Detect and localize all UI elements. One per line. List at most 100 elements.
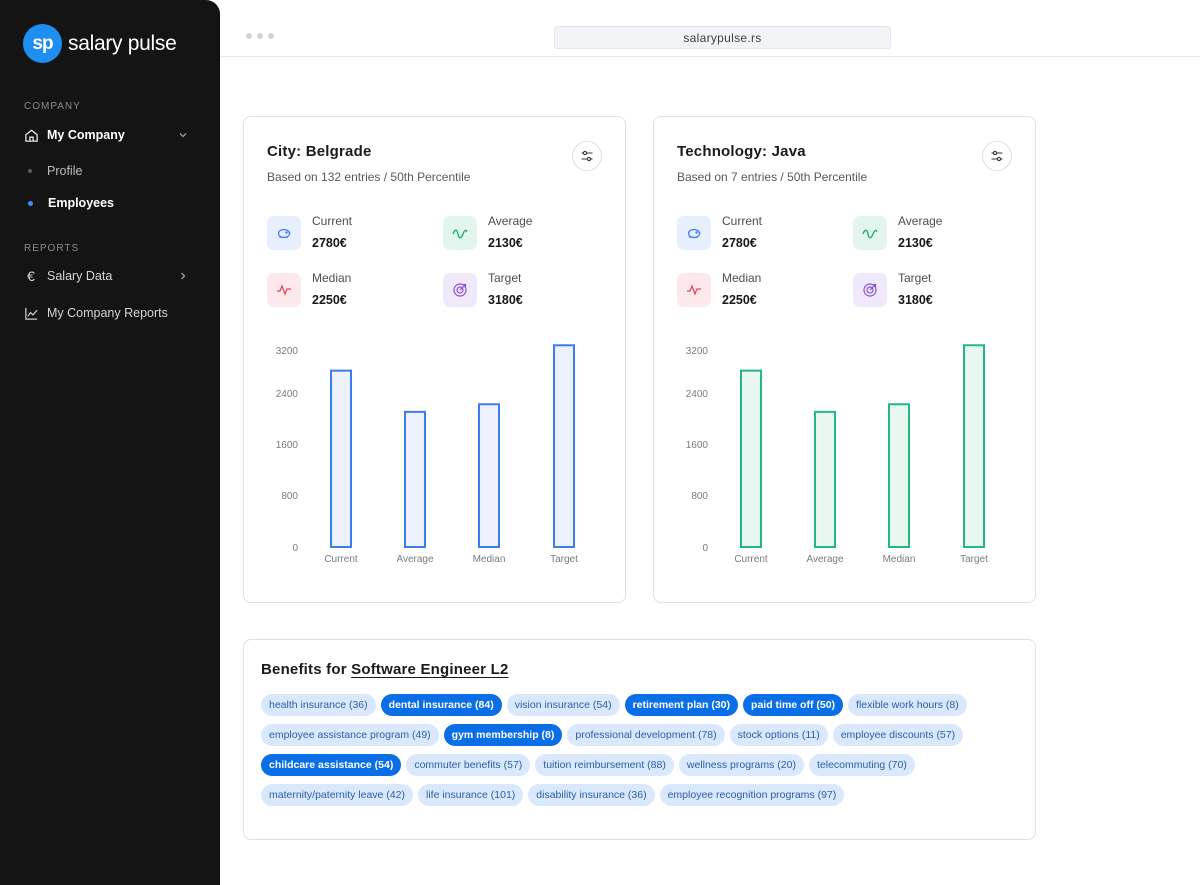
benefit-tag[interactable]: disability insurance (36) bbox=[528, 784, 655, 806]
role-link[interactable]: Software Engineer L2 bbox=[351, 661, 509, 678]
euro-icon: € bbox=[27, 268, 35, 284]
piggy-bank-icon bbox=[677, 216, 711, 250]
bar-average[interactable] bbox=[814, 410, 836, 548]
y-tick-label: 0 bbox=[702, 543, 708, 554]
bar-median[interactable] bbox=[888, 403, 910, 548]
bar-current[interactable] bbox=[330, 369, 352, 548]
stat-value: 3180€ bbox=[898, 293, 933, 307]
benefit-tag[interactable]: dental insurance (84) bbox=[380, 694, 502, 716]
bar-target[interactable] bbox=[963, 344, 985, 548]
benefit-tag[interactable]: gym membership (8) bbox=[443, 724, 563, 746]
benefit-tag[interactable]: commuter benefits (57) bbox=[406, 754, 531, 776]
sidebar-item-company-reports[interactable]: My Company Reports bbox=[23, 305, 193, 321]
sidebar-item-profile[interactable]: Profile bbox=[28, 164, 82, 178]
benefits-card: Benefits for Software Engineer L2 health… bbox=[243, 639, 1036, 840]
window-controls bbox=[246, 33, 274, 39]
stat-value: 2250€ bbox=[312, 293, 347, 307]
benefit-tag[interactable]: retirement plan (30) bbox=[624, 694, 739, 716]
section-label-company: COMPANY bbox=[24, 101, 81, 112]
benefit-tag[interactable]: childcare assistance (54) bbox=[261, 754, 402, 776]
stat-value: 2130€ bbox=[898, 236, 933, 250]
logo-text: salary pulse bbox=[68, 31, 177, 55]
stat-median: Median 2250€ bbox=[267, 271, 427, 311]
bar-average[interactable] bbox=[404, 410, 426, 548]
benefit-tag[interactable]: health insurance (36) bbox=[261, 694, 376, 716]
benefit-tag[interactable]: employee assistance program (49) bbox=[261, 724, 439, 746]
window-dot-icon bbox=[246, 33, 252, 39]
benefit-tag[interactable]: employee discounts (57) bbox=[832, 724, 964, 746]
filter-button[interactable] bbox=[982, 141, 1012, 171]
address-bar[interactable]: salarypulse.rs bbox=[554, 26, 891, 49]
bar-current[interactable] bbox=[740, 369, 762, 548]
chevron-down-icon bbox=[177, 127, 189, 143]
stat-average: Average 2130€ bbox=[443, 214, 603, 254]
stat-value: 3180€ bbox=[488, 293, 523, 307]
wave-icon bbox=[443, 216, 477, 250]
stat-label: Average bbox=[898, 214, 943, 228]
x-tick-label: Average bbox=[396, 554, 434, 565]
bullet-icon bbox=[28, 169, 32, 173]
stat-label: Median bbox=[722, 271, 762, 285]
filter-button[interactable] bbox=[572, 141, 602, 171]
benefit-tag[interactable]: wellness programs (20) bbox=[678, 754, 804, 776]
line-chart-icon bbox=[23, 305, 39, 321]
benefit-tag[interactable]: employee recognition programs (97) bbox=[659, 784, 845, 806]
stat-label: Current bbox=[312, 214, 353, 228]
stat-average: Average 2130€ bbox=[853, 214, 1013, 254]
stat-target: Target 3180€ bbox=[853, 271, 1013, 311]
stat-label: Target bbox=[488, 271, 522, 285]
x-tick-label: Target bbox=[960, 554, 988, 565]
y-tick-label: 800 bbox=[691, 491, 708, 502]
bar-chart-city: 0 800 1600 2400 3200 Current Average Median Targ… bbox=[276, 344, 578, 565]
piggy-bank-icon bbox=[267, 216, 301, 250]
card-subtitle: Based on 7 entries / 50th Percentile bbox=[677, 170, 868, 184]
card-title: Technology: Java bbox=[677, 143, 806, 160]
y-tick-label: 3200 bbox=[276, 346, 299, 357]
x-tick-label: Current bbox=[734, 554, 768, 565]
benefits-title-prefix: Benefits for bbox=[261, 661, 352, 678]
sidebar-item-employees[interactable]: Employees bbox=[28, 196, 114, 210]
benefit-tag[interactable]: stock options (11) bbox=[729, 724, 828, 746]
bar-target[interactable] bbox=[553, 344, 575, 548]
stat-current: Current 2780€ bbox=[267, 214, 427, 254]
card-subtitle: Based on 132 entries / 50th Percentile bbox=[267, 170, 471, 184]
bar-median[interactable] bbox=[478, 403, 500, 548]
sliders-icon bbox=[581, 150, 593, 162]
y-tick-label: 1600 bbox=[276, 440, 299, 451]
stat-target: Target 3180€ bbox=[443, 271, 603, 311]
pulse-icon bbox=[677, 273, 711, 307]
sidebar-item-label: Employees bbox=[48, 196, 115, 210]
x-tick-label: Current bbox=[324, 554, 358, 565]
stat-label: Target bbox=[898, 271, 932, 285]
card-title: City: Belgrade bbox=[267, 143, 372, 160]
x-tick-label: Target bbox=[550, 554, 578, 565]
stat-median: Median 2250€ bbox=[677, 271, 837, 311]
sidebar-item-my-company[interactable]: My Company bbox=[23, 127, 193, 143]
chevron-right-icon bbox=[177, 268, 189, 284]
benefit-tag[interactable]: paid time off (50) bbox=[743, 694, 844, 716]
wave-icon bbox=[853, 216, 887, 250]
y-tick-label: 2400 bbox=[686, 389, 709, 400]
sidebar-item-label: My Company Reports bbox=[47, 306, 168, 320]
benefit-tag[interactable]: professional development (78) bbox=[567, 724, 725, 746]
sidebar-item-label: Profile bbox=[47, 164, 83, 178]
benefit-tag-list: health insurance (36) dental insurance (8… bbox=[261, 694, 1021, 806]
benefit-tag[interactable]: maternity/paternity leave (42) bbox=[261, 784, 413, 806]
benefit-tag[interactable]: flexible work hours (8) bbox=[848, 694, 967, 716]
window-dot-icon bbox=[268, 33, 274, 39]
sliders-icon bbox=[991, 150, 1003, 162]
benefits-title: Benefits for Software Engineer L2 bbox=[261, 661, 509, 678]
brand-logo[interactable]: sp salary pulse bbox=[23, 24, 177, 63]
bullet-icon bbox=[28, 200, 33, 206]
sidebar-item-label: Salary Data bbox=[47, 269, 113, 283]
benefit-tag[interactable]: vision insurance (54) bbox=[506, 694, 620, 716]
benefit-tag[interactable]: life insurance (101) bbox=[417, 784, 524, 806]
sidebar-item-salary-data[interactable]: € Salary Data bbox=[23, 268, 193, 284]
target-icon bbox=[443, 273, 477, 307]
benefit-tag[interactable]: telecommuting (70) bbox=[808, 754, 915, 776]
stat-value: 2130€ bbox=[488, 236, 523, 250]
sidebar: sp salary pulse COMPANY My Company Profi… bbox=[0, 0, 220, 885]
target-icon bbox=[853, 273, 887, 307]
y-tick-label: 800 bbox=[281, 491, 298, 502]
benefit-tag[interactable]: tuition reimbursement (88) bbox=[535, 754, 674, 776]
